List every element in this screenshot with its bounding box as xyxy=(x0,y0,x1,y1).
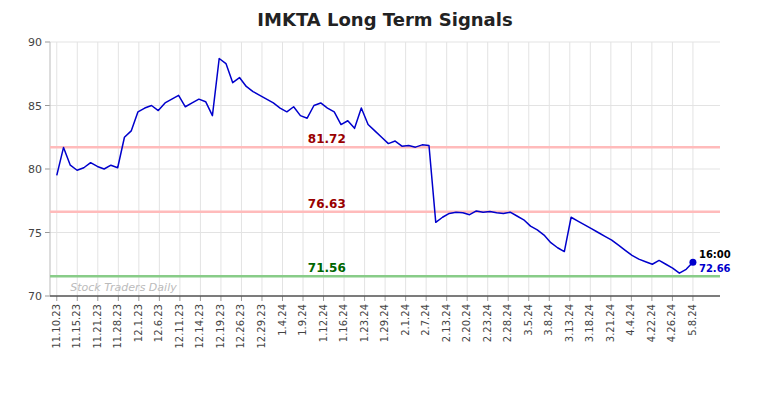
y-tick xyxy=(45,169,50,170)
x-grid-line xyxy=(118,42,119,296)
grid xyxy=(50,42,720,296)
x-grid-line xyxy=(97,42,98,296)
x-tick-label: 1.23.24 xyxy=(359,304,370,342)
y-tick-label: 90 xyxy=(28,36,42,49)
y-tick-label: 75 xyxy=(28,227,42,240)
signal-label: 81.72 xyxy=(308,132,346,146)
y-tick xyxy=(45,42,50,43)
x-tick-label: 2.13.24 xyxy=(441,304,452,342)
x-tick-label: 12.19.23 xyxy=(215,304,226,349)
x-grid-line xyxy=(528,42,529,296)
x-tick-label: 11.28.23 xyxy=(112,304,123,349)
x-tick-label: 4.4.24 xyxy=(625,304,636,336)
y-tick-label: 85 xyxy=(28,100,42,113)
x-grid-line xyxy=(179,42,180,296)
y-tick xyxy=(45,296,50,297)
x-tick-label: 2.20.24 xyxy=(461,304,472,342)
plot-area xyxy=(50,59,720,277)
x-tick-label: 5.8.24 xyxy=(687,304,698,336)
signal-label: 76.63 xyxy=(308,197,346,211)
x-grid-line xyxy=(672,42,673,296)
x-tick-label: 12.26.23 xyxy=(235,304,246,349)
y-tick xyxy=(45,105,50,106)
x-tick-label: 4.22.24 xyxy=(646,304,657,342)
x-grid-line xyxy=(220,42,221,296)
x-grid-line xyxy=(590,42,591,296)
x-tick-label: 12.11.23 xyxy=(174,304,185,349)
y-tick-label: 80 xyxy=(28,163,42,176)
x-grid-line xyxy=(508,42,509,296)
title: IMKTA Long Term Signals xyxy=(257,9,512,30)
x-tick-label: 4.26.24 xyxy=(666,304,677,342)
x-tick-label: 12.1.23 xyxy=(133,304,144,342)
end-price-label: 72.66 xyxy=(699,263,731,274)
x-grid-line xyxy=(303,42,304,296)
x-tick-label: 1.29.24 xyxy=(379,304,390,342)
annotations: 81.72 76.63 71.56 16:00 72.66 Stock Traders D… xyxy=(70,132,730,294)
x-tick-label: 2.1.24 xyxy=(400,304,411,336)
end-time-label: 16:00 xyxy=(699,249,731,260)
y-tick xyxy=(45,232,50,233)
x-grid-line xyxy=(159,42,160,296)
x-tick-label: 3.21.24 xyxy=(605,304,616,342)
x-tick-label: 3.18.24 xyxy=(584,304,595,342)
x-tick-label: 1.4.24 xyxy=(277,304,288,336)
x-grid-line xyxy=(323,42,324,296)
x-grid-line xyxy=(200,42,201,296)
x-grid-line xyxy=(385,42,386,296)
end-point xyxy=(689,259,696,266)
x-grid-line xyxy=(56,42,57,296)
x-tick-label: 12.29.23 xyxy=(256,304,267,349)
x-grid-line xyxy=(364,42,365,296)
x-grid-line xyxy=(631,42,632,296)
x-grid-line xyxy=(282,42,283,296)
x-axis-line xyxy=(50,295,720,297)
x-tick-label: 11.21.23 xyxy=(92,304,103,349)
x-grid-line xyxy=(426,42,427,296)
x-grid-line xyxy=(651,42,652,296)
signal-label: 71.56 xyxy=(308,261,346,275)
y-tick-label: 70 xyxy=(28,290,42,303)
x-grid-line xyxy=(446,42,447,296)
watermark: Stock Traders Daily xyxy=(70,281,177,294)
chart-container: 70 75 80 85 90 11.10.23 11.15.23 11.21.23 11.28.… xyxy=(0,0,784,398)
x-tick-label: 11.15.23 xyxy=(71,304,82,349)
x-grid-line xyxy=(487,42,488,296)
signal-line xyxy=(50,146,720,149)
price-line xyxy=(57,59,693,274)
x-grid-line xyxy=(405,42,406,296)
x-grid-line xyxy=(261,42,262,296)
x-grid-line xyxy=(569,42,570,296)
x-grid-line xyxy=(610,42,611,296)
x-tick-label: 12.6.23 xyxy=(153,304,164,342)
x-grid-line xyxy=(467,42,468,296)
x-grid-line xyxy=(692,42,693,296)
y-axis-line xyxy=(50,42,51,296)
x-tick-label: 3.5.24 xyxy=(523,304,534,336)
signal-line xyxy=(50,275,720,278)
x-tick-label: 12.14.23 xyxy=(194,304,205,349)
x-tick-label: 3.13.24 xyxy=(564,304,575,342)
chart: 70 75 80 85 90 11.10.23 11.15.23 11.21.23 11.28.… xyxy=(0,0,784,398)
x-grid-line xyxy=(344,42,345,296)
y-grid-line xyxy=(50,296,720,297)
x-tick-label: 2.23.24 xyxy=(482,304,493,342)
x-tick-label: 2.28.24 xyxy=(502,304,513,342)
signal-line xyxy=(50,211,720,214)
x-tick-label: 1.9.24 xyxy=(297,304,308,336)
x-tick-label: 2.7.24 xyxy=(420,304,431,336)
x-grid-line xyxy=(77,42,78,296)
x-tick-label: 1.16.24 xyxy=(338,304,349,342)
x-tick-label: 1.12.24 xyxy=(318,304,329,342)
x-grid-line xyxy=(549,42,550,296)
axes: 70 75 80 85 90 11.10.23 11.15.23 11.21.23 11.28.… xyxy=(28,36,720,349)
x-tick-label: 11.10.23 xyxy=(51,304,62,349)
x-tick-label: 3.8.24 xyxy=(543,304,554,336)
x-grid-line xyxy=(138,42,139,296)
